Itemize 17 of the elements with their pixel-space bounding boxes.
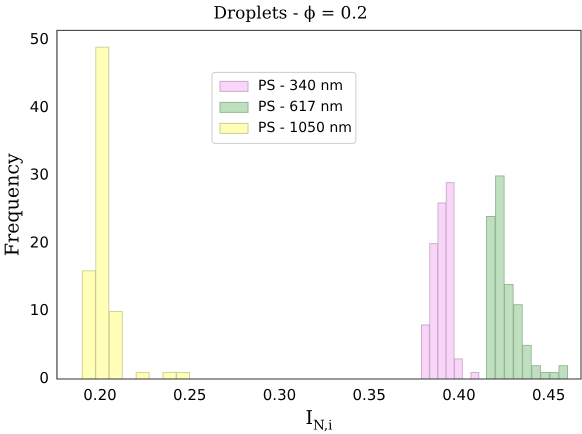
x-tick-label: 0.45 — [532, 386, 566, 404]
x-tick-label: 0.35 — [352, 386, 386, 404]
x-tick-label: 0.25 — [173, 386, 206, 404]
x-tick-label: 0.40 — [442, 386, 476, 404]
y-tick-label: 50 — [30, 30, 49, 48]
chart-title: Droplets - ϕ = 0.2 — [213, 4, 368, 24]
legend-label: PS - 1050 nm — [258, 120, 352, 136]
legend-label: PS - 340 nm — [258, 78, 343, 94]
x-tick-label: 0.20 — [83, 386, 117, 404]
y-tick-label: 10 — [30, 301, 49, 320]
y-axis-title: Frequency — [1, 153, 24, 256]
legend-label: PS - 617 nm — [258, 99, 343, 116]
y-tick-label: 20 — [30, 233, 49, 252]
y-tick-label: 40 — [30, 98, 49, 116]
y-tick-label: 30 — [30, 166, 49, 184]
x-tick-label: 0.30 — [262, 386, 296, 404]
y-tick-label: 0 — [39, 368, 49, 387]
